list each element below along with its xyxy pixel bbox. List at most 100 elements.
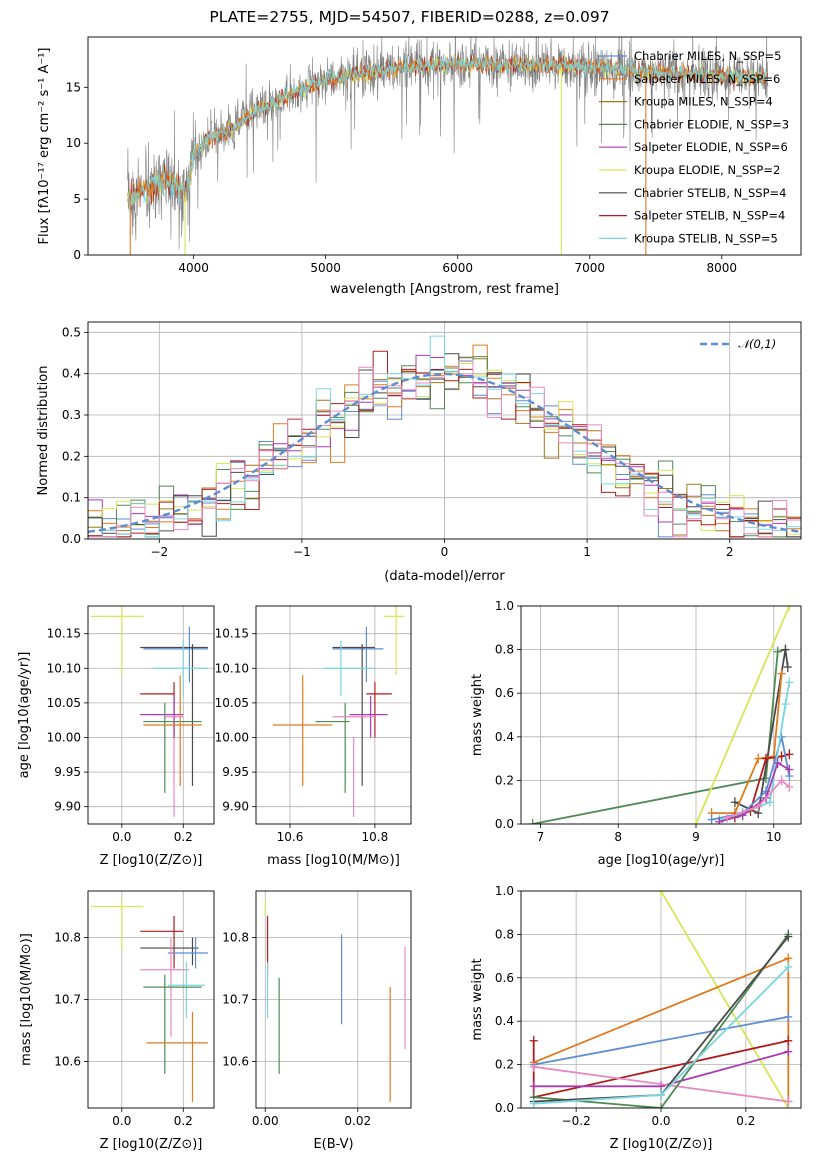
spectrum-legend: Chabrier MILES, N_SSP=5 Salpeter MILES, N… [599, 49, 789, 245]
y-tick-label: 0.0 [62, 532, 81, 546]
model-spectrum-kroupa_stelib [127, 54, 769, 212]
massweight_vs_Z-lines [529, 891, 793, 1108]
x-tick-label: 10.8 [362, 830, 389, 844]
age_vs_mass-xlabel: mass [log10(M/M⊙)] [267, 853, 400, 868]
histogram-pink [88, 360, 801, 539]
gaussian-curve [88, 372, 799, 533]
residuals-xlabel: (data-model)/error [384, 569, 505, 584]
model-spectrum-salpeter_miles [127, 54, 769, 209]
x-tick-label: 0.00 [252, 1114, 279, 1128]
y-tick-label: 10.8 [54, 931, 81, 945]
massweight_vs_Z-axes: −0.2 0.0 0.2 0.0 0.2 0.4 0.6 0.8 1.0 [495, 884, 801, 1128]
spectrum-ylabel: Flux [fλ10⁻¹⁷ erg cm⁻² s⁻¹ A⁻¹] [37, 48, 52, 245]
y-tick-label: 0.2 [495, 773, 514, 787]
x-tick-label: 0.0 [112, 830, 131, 844]
y-tick-label: 0.5 [62, 325, 81, 339]
mass_vs_EBV-points [264, 900, 406, 1102]
y-tick-label: 10.10 [47, 661, 81, 675]
x-tick-label: 4000 [178, 261, 209, 275]
y-tick-label: 5 [73, 192, 81, 206]
y-tick-label: 0.4 [62, 367, 81, 381]
legend-label: Chabrier MILES, N_SSP=5 [634, 49, 781, 63]
spectrum-xlabel: wavelength [Angstrom, rest frame] [330, 282, 559, 297]
y-tick-label: 10.7 [222, 993, 249, 1007]
figure-title: PLATE=2755, MJD=54507, FIBERID=0288, z=0… [209, 8, 610, 26]
y-tick-label: 0.4 [495, 730, 514, 744]
y-tick-label: 10.7 [54, 993, 81, 1007]
x-tick-label: 0.2 [174, 830, 193, 844]
y-tick-label: 10.6 [54, 1055, 81, 1069]
y-tick-label: 10.05 [47, 696, 81, 710]
age_vs_Z-frame [87, 605, 215, 825]
x-tick-label: −0.2 [562, 1114, 591, 1128]
spectrum-lines [127, 37, 769, 255]
spectrum-axes: 4000 5000 6000 7000 8000 0 5 10 15 [66, 80, 737, 275]
x-tick-label: 8 [614, 830, 622, 844]
massweight_vs_age-xlabel: age [log10(age/yr)] [598, 853, 725, 868]
series-line-pink [726, 779, 790, 819]
residuals-legend: 𝒩(0,1) [700, 337, 776, 351]
series-line-chabrier_elodie [532, 648, 786, 824]
y-tick-label: 10.15 [215, 627, 249, 641]
x-tick-label: 0.2 [174, 1114, 193, 1128]
legend-label: Salpeter MILES, N_SSP=6 [634, 72, 780, 86]
massweight_vs_Z-ylabel: mass weight [470, 958, 485, 1040]
residuals-ylabel: Normed distribution [36, 366, 51, 496]
x-tick-label: 0.0 [651, 1114, 670, 1128]
y-tick-label: 9.95 [54, 765, 81, 779]
y-tick-label: 10.15 [47, 627, 81, 641]
y-tick-label: 0.8 [495, 927, 514, 941]
y-tick-label: 10.00 [215, 730, 249, 744]
mass_vs_Z-points [91, 900, 208, 1102]
y-tick-label: 0 [73, 248, 81, 262]
massweight_vs_Z-frame [520, 890, 802, 1109]
age_vs_mass-frame [255, 605, 412, 825]
mass_vs_EBV-axes: 0.00 0.02 10.6 10.7 10.8 [222, 891, 411, 1128]
y-tick-label: 10 [66, 136, 81, 150]
residual-histograms [88, 335, 801, 539]
x-tick-label: 0 [441, 545, 449, 559]
age_vs_mass-points [272, 606, 405, 818]
spectrum-frame [87, 36, 802, 256]
legend-label: Kroupa MILES, N_SSP=4 [634, 95, 773, 109]
massweight_vs_age-lines [528, 606, 794, 824]
y-tick-label: 0.3 [62, 408, 81, 422]
age_vs_Z-xlabel: Z [log10(Z/Z⊙)] [100, 853, 203, 868]
x-tick-label: 1 [583, 545, 591, 559]
legend-label: Kroupa STELIB, N_SSP=5 [634, 231, 778, 245]
x-tick-label: 0.2 [736, 1114, 755, 1128]
y-tick-label: 0.0 [495, 817, 514, 831]
y-tick-label: 0.8 [495, 643, 514, 657]
x-tick-label: 5000 [310, 261, 341, 275]
y-tick-label: 1.0 [495, 884, 514, 898]
x-tick-label: 7000 [574, 261, 605, 275]
residuals-frame [87, 321, 802, 540]
y-tick-label: 10.8 [222, 931, 249, 945]
y-tick-label: 1.0 [495, 599, 514, 613]
age_vs_Z-points [91, 606, 208, 818]
x-tick-label: 10.6 [277, 830, 304, 844]
y-tick-label: 0.6 [495, 971, 514, 985]
age_vs_mass-axes: 10.6 10.8 9.90 9.95 10.00 10.05 10.10 10.15 [215, 606, 411, 844]
y-tick-label: 0.0 [495, 1101, 514, 1115]
legend-label: Chabrier STELIB, N_SSP=4 [634, 186, 786, 200]
y-tick-label: 0.2 [495, 1058, 514, 1072]
legend-label: Kroupa ELODIE, N_SSP=2 [634, 163, 780, 177]
y-tick-label: 10.05 [215, 696, 249, 710]
legend-label: 𝒩(0,1) [738, 337, 776, 351]
y-tick-label: 9.95 [222, 765, 249, 779]
y-tick-label: 9.90 [54, 800, 81, 814]
series-line-chabrier_miles [533, 1016, 789, 1066]
x-tick-label: −2 [150, 545, 168, 559]
x-tick-label: 9 [692, 830, 700, 844]
x-tick-label: 6000 [442, 261, 473, 275]
x-tick-label: −1 [293, 545, 311, 559]
x-tick-label: 7 [537, 830, 545, 844]
y-tick-label: 10.00 [47, 730, 81, 744]
massweight_vs_Z-xlabel: Z [log10(Z/Z⊙)] [610, 1137, 713, 1152]
x-tick-label: 0.02 [344, 1114, 371, 1128]
mass_vs_EBV-frame [255, 890, 412, 1109]
mass_vs_EBV-xlabel: E(B-V) [313, 1137, 353, 1152]
series-line-kroupa_elodie [695, 606, 791, 824]
